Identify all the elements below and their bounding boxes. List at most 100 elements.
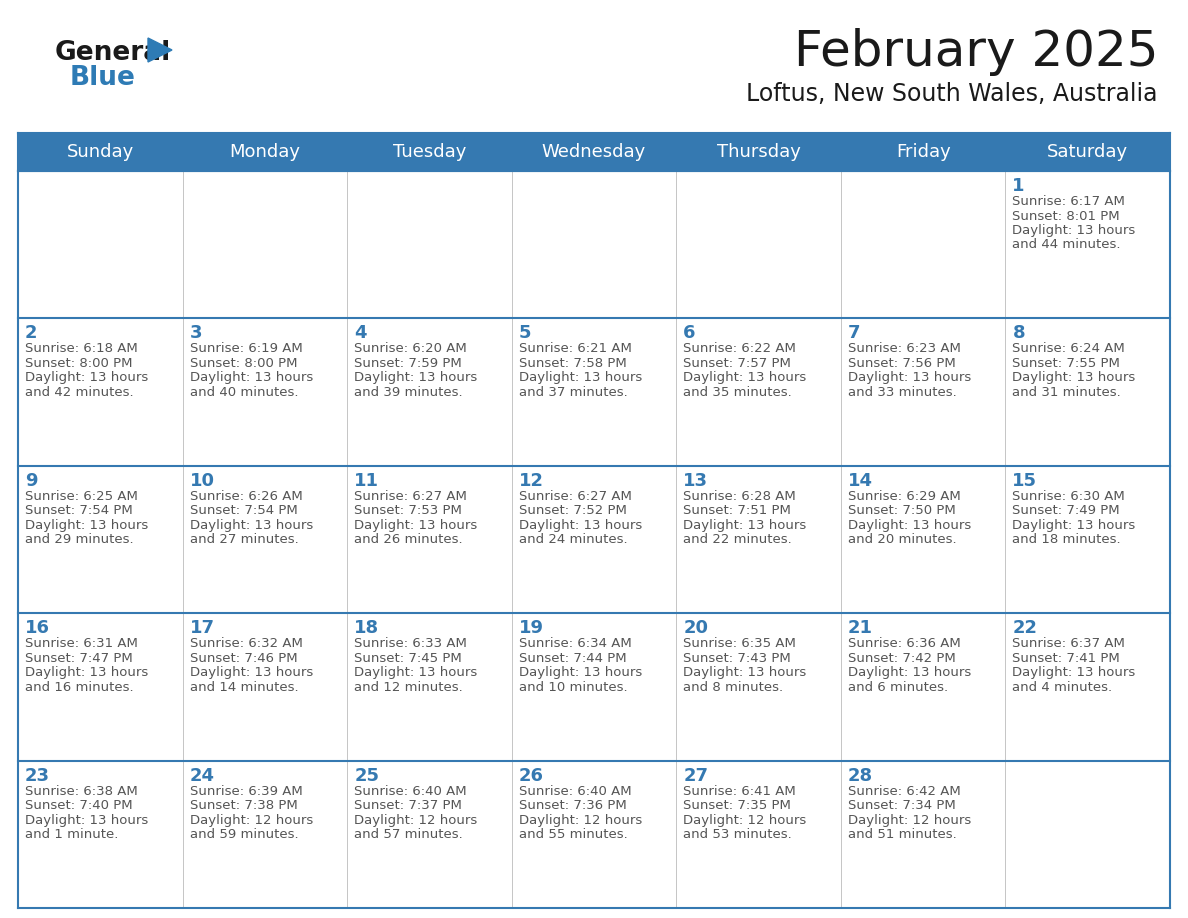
Text: and 42 minutes.: and 42 minutes. [25,386,133,399]
Text: Sunset: 8:01 PM: Sunset: 8:01 PM [1012,209,1120,222]
Text: Sunrise: 6:20 AM: Sunrise: 6:20 AM [354,342,467,355]
Text: 26: 26 [519,767,544,785]
Bar [18,465,1170,613]
Text: and 24 minutes.: and 24 minutes. [519,533,627,546]
Text: Sunset: 7:36 PM: Sunset: 7:36 PM [519,799,626,812]
Text: Sunrise: 6:23 AM: Sunrise: 6:23 AM [848,342,961,355]
Text: Sunrise: 6:30 AM: Sunrise: 6:30 AM [1012,490,1125,503]
Text: and 53 minutes.: and 53 minutes. [683,828,792,841]
Bar [18,613,1170,761]
Polygon shape [148,38,172,62]
Text: and 39 minutes.: and 39 minutes. [354,386,463,399]
Text: and 22 minutes.: and 22 minutes. [683,533,792,546]
Text: Sunset: 7:37 PM: Sunset: 7:37 PM [354,799,462,812]
Text: 6: 6 [683,324,696,342]
Bar [18,319,1170,465]
Text: Sunset: 7:41 PM: Sunset: 7:41 PM [1012,652,1120,665]
Text: Sunset: 7:50 PM: Sunset: 7:50 PM [848,504,955,518]
Text: 14: 14 [848,472,873,490]
Text: 15: 15 [1012,472,1037,490]
Text: Sunrise: 6:40 AM: Sunrise: 6:40 AM [354,785,467,798]
Text: Daylight: 13 hours: Daylight: 13 hours [1012,519,1136,532]
Text: Friday: Friday [896,143,950,161]
Text: February 2025: February 2025 [794,28,1158,76]
Text: Sunset: 8:00 PM: Sunset: 8:00 PM [190,357,297,370]
Text: Sunrise: 6:21 AM: Sunrise: 6:21 AM [519,342,632,355]
Text: Tuesday: Tuesday [393,143,466,161]
Text: Daylight: 13 hours: Daylight: 13 hours [25,813,148,826]
Text: Daylight: 12 hours: Daylight: 12 hours [848,813,971,826]
Text: Sunset: 7:45 PM: Sunset: 7:45 PM [354,652,462,665]
Text: Sunrise: 6:35 AM: Sunrise: 6:35 AM [683,637,796,650]
Text: Sunset: 8:00 PM: Sunset: 8:00 PM [25,357,133,370]
Text: Sunrise: 6:36 AM: Sunrise: 6:36 AM [848,637,961,650]
Text: Sunrise: 6:17 AM: Sunrise: 6:17 AM [1012,195,1125,208]
Text: Thursday: Thursday [716,143,801,161]
Text: and 51 minutes.: and 51 minutes. [848,828,956,841]
Text: Sunset: 7:34 PM: Sunset: 7:34 PM [848,799,955,812]
Text: Sunset: 7:49 PM: Sunset: 7:49 PM [1012,504,1120,518]
Text: and 20 minutes.: and 20 minutes. [848,533,956,546]
Text: Daylight: 13 hours: Daylight: 13 hours [1012,666,1136,679]
Text: and 1 minute.: and 1 minute. [25,828,119,841]
Text: and 27 minutes.: and 27 minutes. [190,533,298,546]
Text: Daylight: 13 hours: Daylight: 13 hours [190,519,312,532]
Text: Wednesday: Wednesday [542,143,646,161]
Text: and 35 minutes.: and 35 minutes. [683,386,792,399]
Text: 24: 24 [190,767,215,785]
Text: Sunset: 7:56 PM: Sunset: 7:56 PM [848,357,955,370]
Bar [18,761,1170,908]
Text: 22: 22 [1012,620,1037,637]
Text: and 31 minutes.: and 31 minutes. [1012,386,1121,399]
Text: Sunday: Sunday [67,143,134,161]
Text: Sunset: 7:46 PM: Sunset: 7:46 PM [190,652,297,665]
Text: Sunset: 7:38 PM: Sunset: 7:38 PM [190,799,297,812]
Text: Daylight: 13 hours: Daylight: 13 hours [683,666,807,679]
Text: and 29 minutes.: and 29 minutes. [25,533,133,546]
Text: Daylight: 13 hours: Daylight: 13 hours [25,519,148,532]
Text: Sunset: 7:52 PM: Sunset: 7:52 PM [519,504,626,518]
Text: and 8 minutes.: and 8 minutes. [683,681,783,694]
Text: and 18 minutes.: and 18 minutes. [1012,533,1121,546]
Text: Sunrise: 6:18 AM: Sunrise: 6:18 AM [25,342,138,355]
Text: 11: 11 [354,472,379,490]
Text: Daylight: 12 hours: Daylight: 12 hours [190,813,312,826]
Text: Daylight: 12 hours: Daylight: 12 hours [683,813,807,826]
Text: Saturday: Saturday [1047,143,1129,161]
Text: and 57 minutes.: and 57 minutes. [354,828,463,841]
Text: and 16 minutes.: and 16 minutes. [25,681,133,694]
Text: 28: 28 [848,767,873,785]
Text: General: General [55,40,171,66]
Text: 19: 19 [519,620,544,637]
Text: Daylight: 13 hours: Daylight: 13 hours [25,372,148,385]
Text: Daylight: 12 hours: Daylight: 12 hours [519,813,642,826]
Text: 21: 21 [848,620,873,637]
Text: Sunset: 7:44 PM: Sunset: 7:44 PM [519,652,626,665]
Text: Blue: Blue [70,65,135,91]
Bar [18,171,1170,319]
Text: 20: 20 [683,620,708,637]
Text: and 4 minutes.: and 4 minutes. [1012,681,1112,694]
Text: Daylight: 13 hours: Daylight: 13 hours [190,372,312,385]
Text: Sunrise: 6:27 AM: Sunrise: 6:27 AM [354,490,467,503]
Text: Daylight: 13 hours: Daylight: 13 hours [25,666,148,679]
Text: Sunset: 7:47 PM: Sunset: 7:47 PM [25,652,133,665]
Text: Daylight: 13 hours: Daylight: 13 hours [519,519,642,532]
Text: 13: 13 [683,472,708,490]
Text: Sunset: 7:43 PM: Sunset: 7:43 PM [683,652,791,665]
Text: Daylight: 13 hours: Daylight: 13 hours [190,666,312,679]
Text: and 10 minutes.: and 10 minutes. [519,681,627,694]
Text: 16: 16 [25,620,50,637]
Text: 27: 27 [683,767,708,785]
Text: Loftus, New South Wales, Australia: Loftus, New South Wales, Australia [746,82,1158,106]
Text: Daylight: 13 hours: Daylight: 13 hours [1012,224,1136,237]
Text: Sunrise: 6:27 AM: Sunrise: 6:27 AM [519,490,632,503]
Text: Daylight: 13 hours: Daylight: 13 hours [354,519,478,532]
Text: 8: 8 [1012,324,1025,342]
Text: Sunset: 7:53 PM: Sunset: 7:53 PM [354,504,462,518]
Text: Daylight: 13 hours: Daylight: 13 hours [848,666,971,679]
Text: and 59 minutes.: and 59 minutes. [190,828,298,841]
Text: Sunset: 7:57 PM: Sunset: 7:57 PM [683,357,791,370]
Text: Sunset: 7:42 PM: Sunset: 7:42 PM [848,652,955,665]
Text: Daylight: 12 hours: Daylight: 12 hours [354,813,478,826]
